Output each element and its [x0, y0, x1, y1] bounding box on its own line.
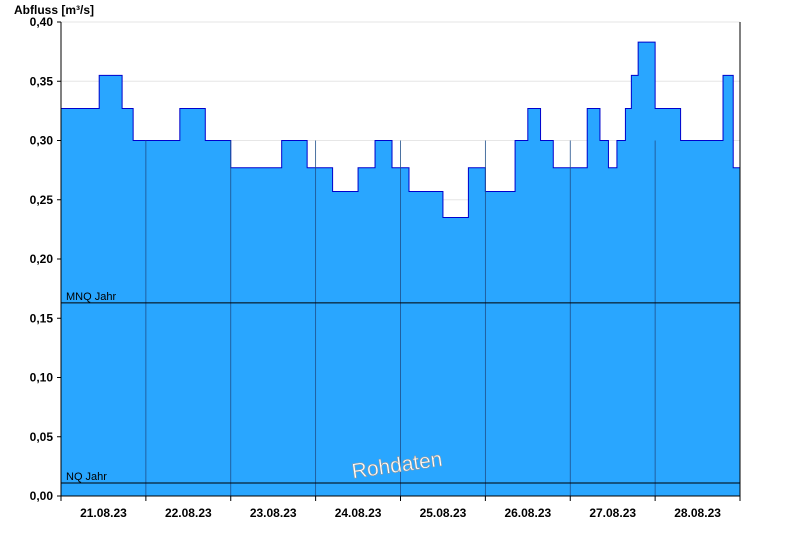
y-tick-label-1: 0,05 — [30, 430, 54, 444]
y-tick-label-8: 0,40 — [30, 15, 54, 29]
y-axis-label: Abfluss [m³/s] — [14, 3, 94, 17]
y-tick-label-5: 0,25 — [30, 193, 54, 207]
x-tick-label-4: 25.08.23 — [420, 506, 467, 520]
x-tick-label-7: 28.08.23 — [674, 506, 721, 520]
y-tick-label-6: 0,30 — [30, 134, 54, 148]
y-tick-labels: 0,00 0,05 0,10 0,15 0,20 0,25 0,30 0,35 0,40 — [30, 15, 61, 503]
x-tick-label-1: 22.08.23 — [165, 506, 212, 520]
y-tick-label-3: 0,15 — [30, 311, 54, 325]
y-tick-label-0: 0,00 — [30, 489, 54, 503]
reference-label-1: NQ Jahr — [66, 471, 107, 483]
y-tick-label-4: 0,20 — [30, 252, 54, 266]
reference-label-0: MNQ Jahr — [66, 291, 116, 303]
x-tick-label-2: 23.08.23 — [250, 506, 297, 520]
x-tick-label-5: 26.08.23 — [504, 506, 551, 520]
x-tick-label-0: 21.08.23 — [80, 506, 127, 520]
x-tick-label-6: 27.08.23 — [589, 506, 636, 520]
x-tick-label-3: 24.08.23 — [335, 506, 382, 520]
y-tick-label-7: 0,35 — [30, 74, 54, 88]
x-tick-labels: 21.08.23 22.08.23 23.08.23 24.08.23 25.08.23… — [61, 496, 740, 520]
y-tick-label-2: 0,10 — [30, 371, 54, 385]
